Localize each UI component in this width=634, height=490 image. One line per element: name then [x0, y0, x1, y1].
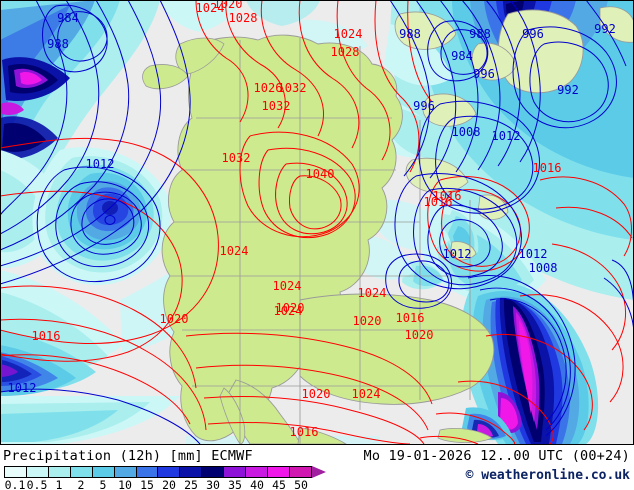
legend-swatch-0.5: [26, 467, 49, 477]
isobar-label-1024: 1024: [358, 286, 387, 300]
legend-swatch-15: [136, 467, 159, 477]
isobar-label-1020: 1020: [302, 387, 331, 401]
isobar-label-1028: 1028: [229, 11, 258, 25]
isobar-label-996: 996: [413, 99, 435, 113]
isobar-label-984: 984: [451, 49, 473, 63]
isobar-label-1024: 1024: [273, 279, 302, 293]
legend-tick-20: 20: [162, 478, 176, 490]
isobar-label-1016: 1016: [396, 311, 425, 325]
isobar-label-1020: 1020: [160, 312, 189, 326]
legend-tick-40: 40: [250, 478, 264, 490]
legend-swatch-30: [202, 467, 225, 477]
isobar-label-1016: 1016: [424, 195, 453, 209]
isobar-label-1016: 1016: [433, 189, 462, 203]
isobars-high: [0, 0, 633, 445]
legend-tick-1: 1: [55, 478, 63, 490]
isobar-label-1020: 1020: [276, 301, 305, 315]
legend-tick-45: 45: [272, 478, 286, 490]
isobar-label-1020: 1020: [353, 314, 382, 328]
run-timestamp: Mo 19-01-2026 12..00 UTC (00+24): [363, 448, 630, 464]
legend-swatch-45: [268, 467, 290, 477]
legend-swatch-40: [246, 467, 269, 477]
isobar-label-1032: 1032: [222, 151, 251, 165]
copyright-notice: © weatheronline.co.uk: [465, 468, 630, 483]
isobars-low: [0, 0, 634, 445]
isobar-label-992: 992: [557, 83, 579, 97]
legend-swatch-2: [70, 467, 93, 477]
legend-tick-15: 15: [140, 478, 154, 490]
isobar-label-988: 988: [399, 27, 421, 41]
isobar-label-1040: 1040: [306, 167, 335, 181]
isobar-label-1016: 1016: [32, 329, 61, 343]
isobar-label-1008: 1008: [452, 125, 481, 139]
isobar-label-996: 996: [522, 27, 544, 41]
legend-tick-25: 25: [184, 478, 198, 490]
isobar-label-1012: 1012: [8, 381, 37, 395]
isobar-label-996: 996: [473, 67, 495, 81]
legend-tick-5: 5: [99, 478, 107, 490]
isobar-label-1008: 1008: [529, 261, 558, 275]
legend-swatch-0.1: [5, 467, 27, 477]
isobar-label-1024: 1024: [274, 304, 303, 318]
isobar-label-988: 988: [47, 37, 69, 51]
legend-color-bar: [4, 466, 312, 478]
legend-tick-30: 30: [206, 478, 220, 490]
isobar-label-984: 984: [57, 11, 79, 25]
legend-tick-0.1: 0.1: [4, 478, 26, 490]
legend-tick-labels: 0.1 0.5 1 2 5 10 15 20 25 30 35 40 45 50: [4, 478, 326, 490]
legend-tick-35: 35: [228, 478, 242, 490]
legend-overflow-arrow-icon: [312, 466, 326, 478]
isobar-label-992: 992: [594, 22, 616, 36]
isobar-label-1012: 1012: [492, 129, 521, 143]
legend-tick-2: 2: [77, 478, 85, 490]
legend-swatch-5: [92, 467, 115, 477]
isobar-label-1024: 1024: [334, 27, 363, 41]
legend-tick-50: 50: [294, 478, 308, 490]
isobar-label-1012: 1012: [519, 247, 548, 261]
isobar-label-1016: 1016: [533, 161, 562, 175]
isobar-label-1016: 1016: [290, 425, 319, 439]
isobar-label-1012: 1012: [86, 157, 115, 171]
isobar-label-1024: 1024: [352, 387, 381, 401]
legend-swatch-25: [180, 467, 203, 477]
legend-swatch-1: [48, 467, 71, 477]
legend-tick-0.5: 0.5: [26, 478, 48, 490]
isobar-label-1028: 1028: [331, 45, 360, 59]
legend-tick-10: 10: [118, 478, 132, 490]
isobar-label-1026: 1026: [254, 81, 283, 95]
product-title: Precipitation (12h) [mm] ECMWF: [3, 448, 253, 464]
legend-swatch-10: [114, 467, 137, 477]
footer-panel: Precipitation (12h) [mm] ECMWF Mo 19-01-…: [0, 445, 634, 490]
isobar-label-1020: 1020: [214, 0, 243, 11]
legend-swatch-35: [224, 467, 247, 477]
map-panel[interactable]: 984 988 1024 1028 1020 1024 1028 988 988 984 996 99…: [0, 0, 634, 446]
isobar-label-1032: 1032: [262, 99, 291, 113]
isobar-label-1032: 1032: [278, 81, 307, 95]
legend-swatch-50: [289, 467, 311, 477]
isobar-label-988: 988: [469, 27, 491, 41]
isobar-label-1020: 1020: [405, 328, 434, 342]
isobar-label-1012: 1012: [443, 247, 472, 261]
legend-swatch-20: [158, 467, 181, 477]
isobar-label-1024: 1024: [196, 1, 225, 15]
precipitation-legend: 0.1 0.5 1 2 5 10 15 20 25 30 35 40 45 50: [4, 466, 334, 490]
isobar-label-1024: 1024: [220, 244, 249, 258]
